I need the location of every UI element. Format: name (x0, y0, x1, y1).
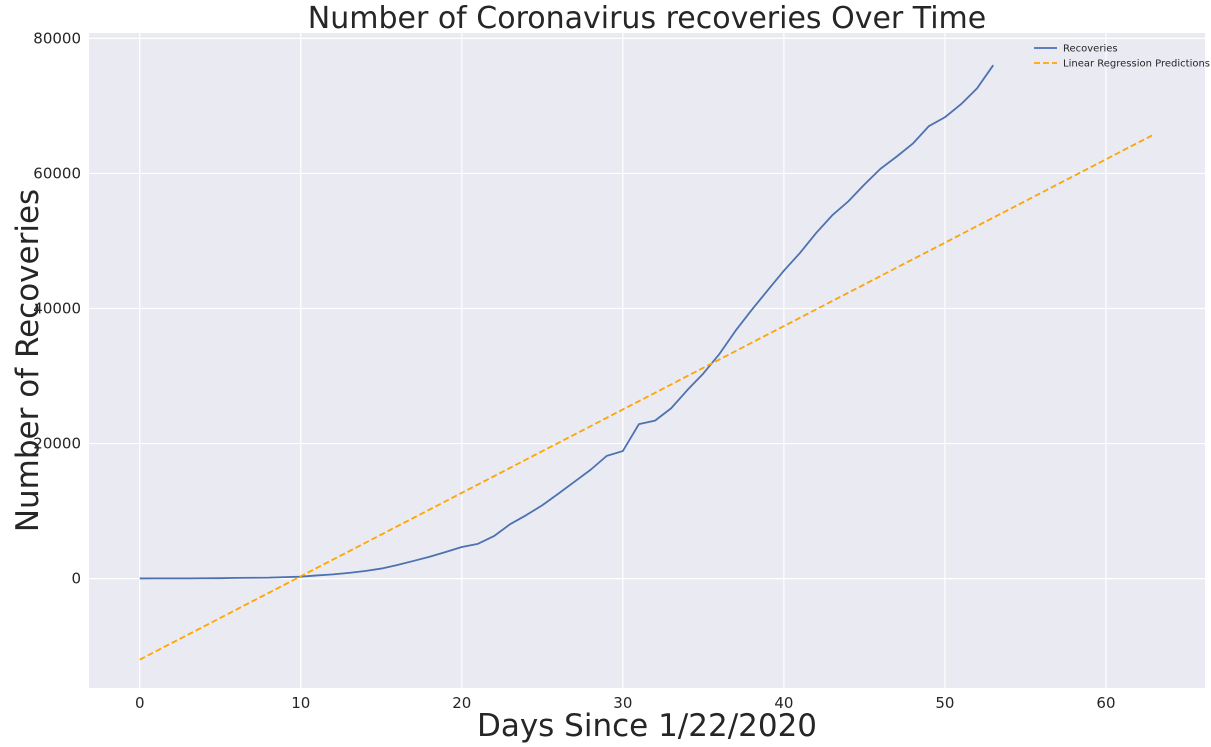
legend-label: Recoveries (1063, 44, 1118, 55)
x-axis-ticks: 0 10 20 30 40 50 60 (135, 694, 1116, 712)
series-layer (139, 64, 1155, 661)
x-tick-label: 50 (935, 694, 954, 712)
chart-title: Number of Coronavirus recoveries Over Ti… (308, 1, 986, 36)
y-axis-ticks: 0 20000 40000 60000 80000 (33, 29, 81, 587)
x-tick-label: 0 (135, 694, 145, 712)
y-tick-label: 40000 (33, 300, 81, 318)
x-tick-label: 40 (774, 694, 793, 712)
series-line-recoveries (139, 64, 994, 580)
y-tick-label: 80000 (33, 29, 81, 47)
grid-lines (89, 33, 1205, 688)
x-tick-label: 30 (613, 694, 632, 712)
y-tick-label: 20000 (33, 435, 81, 453)
y-tick-label: 60000 (33, 164, 81, 182)
x-tick-label: 10 (291, 694, 310, 712)
y-axis-label: Number of Recoveries (10, 189, 46, 532)
legend-label: Linear Regression Predictions (1063, 59, 1210, 70)
x-tick-label: 20 (452, 694, 471, 712)
x-tick-label: 60 (1096, 694, 1115, 712)
series-line-linear-regression-predictions (139, 133, 1155, 661)
legend: Recoveries Linear Regression Predictions (1034, 44, 1210, 70)
plot-area (89, 33, 1205, 688)
x-axis-label: Days Since 1/22/2020 (477, 708, 817, 744)
y-tick-label: 0 (71, 570, 81, 588)
